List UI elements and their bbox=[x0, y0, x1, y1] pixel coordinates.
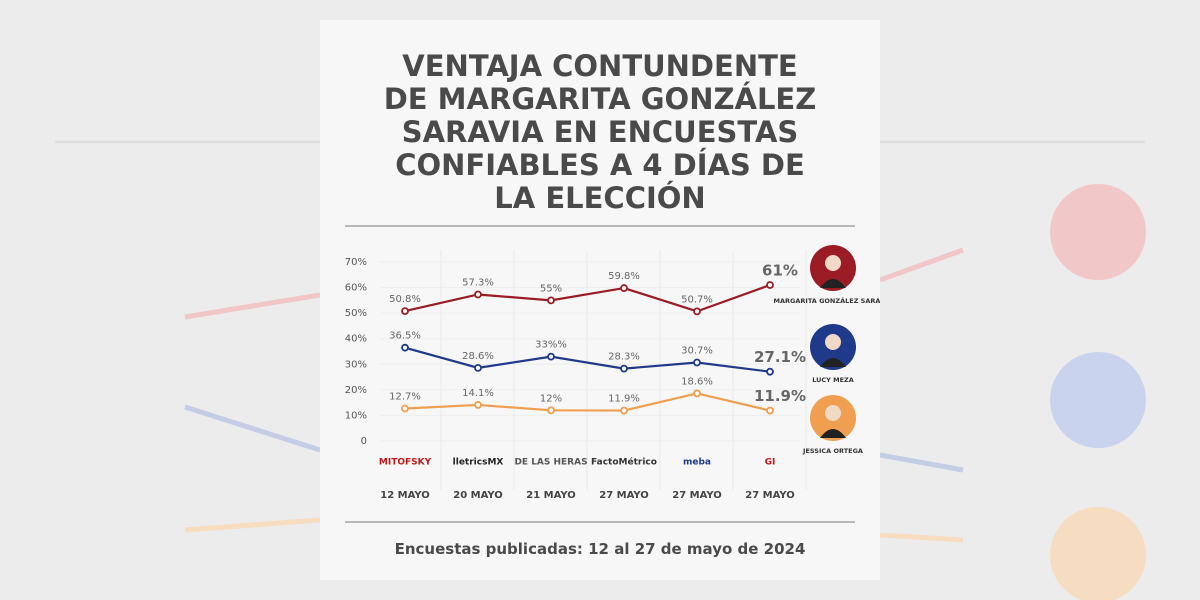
value-label: 33%% bbox=[535, 340, 567, 351]
y-tick-label: 40% bbox=[345, 334, 367, 345]
data-point bbox=[401, 307, 409, 315]
data-point bbox=[547, 352, 555, 361]
value-label: 11.9% bbox=[608, 394, 640, 405]
data-point bbox=[547, 406, 555, 415]
avatar-body bbox=[820, 358, 846, 367]
data-point bbox=[547, 296, 555, 305]
y-tick-label: 70% bbox=[345, 257, 367, 268]
chart-title: VENTAJA CONTUNDENTE DE MARGARITA GONZÁLE… bbox=[383, 49, 817, 216]
legend-label: LUCY MEZA bbox=[812, 376, 854, 384]
series-line bbox=[404, 283, 771, 313]
data-point bbox=[693, 307, 701, 316]
x-tick-label: 27 MAYO bbox=[672, 490, 722, 501]
x-tick-label: 20 MAYO bbox=[453, 490, 503, 501]
pollster-logo: FactoMétrico bbox=[591, 457, 657, 468]
value-label: 28.3% bbox=[608, 352, 640, 363]
data-point bbox=[474, 401, 482, 409]
value-label: 12.7% bbox=[389, 392, 421, 403]
pollster-logo: lletricsMX bbox=[453, 458, 504, 468]
pollster-logo: MITOFSKY bbox=[379, 458, 432, 468]
y-tick-label: 0 bbox=[361, 436, 367, 447]
avatar-body bbox=[820, 429, 846, 438]
footer: Encuestas publicadas: 12 al 27 de mayo d… bbox=[320, 540, 880, 558]
value-label: 18.6% bbox=[681, 376, 713, 387]
data-point bbox=[620, 364, 628, 373]
chart: 0 10% 20% 30% 40% 50% 60% 70% MITOFSKY 12 MAYO lle… bbox=[345, 225, 880, 523]
avatar-head bbox=[825, 334, 841, 350]
y-tick-label: 20% bbox=[345, 385, 367, 396]
footer-label: Encuestas publicadas: bbox=[394, 540, 583, 558]
data-point bbox=[693, 389, 701, 398]
data-point bbox=[474, 290, 482, 299]
y-tick-label: 10% bbox=[345, 410, 367, 421]
y-tick-label: 50% bbox=[345, 308, 367, 319]
value-label: 30.7% bbox=[681, 345, 713, 356]
x-tick-label: 21 MAYO bbox=[526, 490, 576, 501]
pollster-logo: meba bbox=[683, 458, 711, 468]
data-point bbox=[766, 406, 774, 415]
value-label: 59.8% bbox=[608, 271, 640, 282]
infographic-card: VENTAJA CONTUNDENTE DE MARGARITA GONZÁLE… bbox=[320, 20, 880, 580]
value-label: 12% bbox=[540, 393, 562, 404]
pollster-logo: GI bbox=[765, 458, 776, 468]
value-label: 55% bbox=[540, 283, 562, 294]
data-point bbox=[401, 343, 409, 352]
value-label: 57.3% bbox=[462, 277, 494, 288]
value-label: 36.5% bbox=[389, 331, 421, 342]
x-tick-label: 27 MAYO bbox=[599, 490, 649, 501]
value-label: 14.1% bbox=[462, 388, 494, 399]
data-point bbox=[766, 367, 774, 376]
data-point bbox=[620, 406, 628, 415]
legend-label: JESSICA ORTEGA bbox=[802, 447, 863, 455]
x-tick-label: 27 MAYO bbox=[745, 490, 795, 501]
y-tick-label: 30% bbox=[345, 359, 367, 370]
avatar-head bbox=[825, 255, 841, 271]
series-line bbox=[404, 346, 771, 373]
data-point bbox=[693, 358, 701, 367]
data-point bbox=[766, 281, 774, 289]
value-label: 61% bbox=[762, 262, 798, 280]
avatar-head bbox=[825, 405, 841, 421]
avatar-body bbox=[820, 279, 846, 288]
series-line bbox=[404, 392, 771, 412]
data-point bbox=[474, 363, 482, 372]
legend-label: MARGARITA GONZÁLEZ SARAVIA bbox=[774, 296, 880, 305]
data-point bbox=[620, 284, 628, 292]
data-point bbox=[401, 404, 409, 413]
value-label: 50.8% bbox=[389, 294, 421, 305]
y-tick-label: 60% bbox=[345, 283, 367, 294]
value-label: 28.6% bbox=[462, 351, 494, 362]
x-tick-label: 12 MAYO bbox=[380, 490, 430, 501]
value-label: 11.9% bbox=[754, 387, 806, 405]
value-label: 50.7% bbox=[681, 294, 713, 305]
value-label: 27.1% bbox=[754, 348, 806, 366]
footer-dates: 12 al 27 de mayo de 2024 bbox=[588, 540, 806, 558]
pollster-logo: DE LAS HERAS bbox=[514, 458, 587, 468]
